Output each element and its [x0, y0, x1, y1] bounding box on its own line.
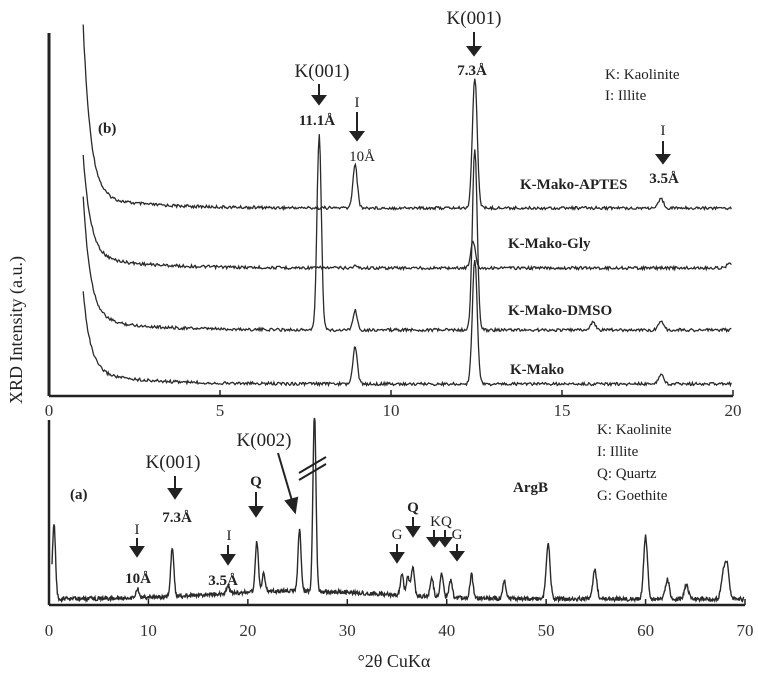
y-axis-title: XRD Intensity (a.u.): [6, 256, 27, 404]
b-arrow-3-icon: [466, 32, 482, 57]
a-arrow-4-icon: [248, 492, 264, 518]
a-ann-kaolinite-title: K(001): [146, 452, 201, 473]
series-label-aptes: K-Mako-APTES: [520, 177, 628, 193]
a-arrow-1-icon: [129, 538, 145, 558]
a-ann-illite-10-title: I: [135, 522, 140, 538]
panel-b: 0 5 10 15 20 (b) K(001) 11.1Å I 10Å K(001) 7…: [6, 8, 742, 420]
a-ann-kaolinite-002: K(002): [237, 430, 292, 451]
a-arrow-7-icon: [405, 517, 421, 538]
panel-a-x-tick-label: 60: [637, 621, 654, 640]
a-arrow-3-icon: [220, 545, 236, 566]
panel-b-x-tick-label: 0: [45, 401, 54, 420]
panel-b-x-tick-label: 5: [216, 401, 225, 420]
panel-b-traces: [82, 24, 732, 388]
panel-a-ticks: 0 10 20 30 40 50 60 70: [45, 599, 754, 640]
panel-b-ticks: 0 5 10 15 20: [45, 390, 742, 420]
a-arrow-6-icon: [389, 544, 405, 564]
b-ann-illite-10-value: 10Å: [349, 149, 375, 165]
panel-a-x-tick-label: 20: [239, 621, 256, 640]
a-ann-goethite-1: G: [392, 527, 403, 543]
x-axis-title: °2θ CuKα: [358, 651, 431, 671]
panel-b-x-tick-label: 20: [725, 401, 742, 420]
b-ann-kaolinite-7-title: K(001): [447, 8, 502, 29]
series-label-gly: K-Mako-Gly: [508, 236, 591, 252]
panel-a-x-tick-label: 10: [140, 621, 157, 640]
panel-b-label: (b): [98, 121, 116, 137]
a-arrow-2-icon: [167, 476, 183, 500]
series-label-dmso: K-Mako-DMSO: [508, 303, 612, 319]
a-ann-goethite-2: G: [452, 527, 463, 543]
b-ann-kaolinite-7-value: 7.3Å: [457, 63, 487, 79]
trace-argb: [51, 417, 745, 604]
panel-a-x-tick-label: 50: [538, 621, 555, 640]
trace-k-mako-dmso: [82, 134, 732, 334]
a-legend-quartz: Q: Quartz: [597, 466, 657, 482]
a-ann-quartz-1: Q: [250, 474, 262, 490]
panel-a-traces: [51, 417, 745, 604]
panel-a-x-tick-label: 0: [45, 621, 54, 640]
trace-k-mako-gly: [82, 154, 732, 272]
panel-a-label: (a): [70, 487, 88, 503]
a-ann-illite-3-value: 3.5Å: [208, 573, 238, 589]
axis-break-icon: [298, 456, 327, 481]
b-arrow-4-icon: [655, 141, 671, 165]
b-ann-illite-3-value: 3.5Å: [649, 171, 679, 187]
panel-a-x-tick-label: 30: [339, 621, 356, 640]
trace-k-mako-aptes: [82, 24, 732, 212]
a-legend-kaolinite: K: Kaolinite: [597, 422, 672, 438]
panel-a-x-tick-label: 70: [737, 621, 754, 640]
a-arrow-5-icon: [277, 452, 299, 515]
a-ann-quartz-2: Q: [407, 500, 419, 516]
b-ann-illite-10-title: I: [355, 95, 360, 111]
panel-a-x-tick-label: 40: [438, 621, 455, 640]
b-legend-illite: I: Illite: [605, 88, 647, 104]
a-legend-illite: I: Illite: [597, 444, 639, 460]
a-arrow-9-icon: [437, 530, 453, 548]
panel-b-x-tick-label: 15: [554, 401, 571, 420]
b-legend-kaolinite: K: Kaolinite: [605, 67, 680, 83]
a-ann-kq: KQ: [430, 514, 452, 530]
a-ann-kaolinite-value: 7.3Å: [162, 510, 192, 526]
a-arrow-8-icon: [426, 530, 442, 548]
panel-a-series-name: ArgB: [513, 480, 548, 496]
panel-a: 0 10 20 30 40 50 60 70 (a) ArgB I 10Å K(001) 7.…: [45, 417, 754, 671]
a-arrow-10-icon: [449, 544, 465, 562]
b-ann-kaolinite-11-title: K(001): [295, 61, 350, 82]
a-ann-illite-10-value: 10Å: [125, 571, 151, 587]
a-ann-illite-3-title: I: [227, 528, 232, 544]
a-legend-goethite: G: Goethite: [597, 488, 668, 504]
b-arrow-2-icon: [349, 112, 365, 142]
series-label-mako: K-Mako: [510, 362, 564, 378]
b-ann-illite-3-title: I: [661, 123, 666, 139]
b-arrow-1-icon: [311, 84, 327, 106]
trace-k-mako: [82, 260, 732, 388]
b-ann-kaolinite-11-value: 11.1Å: [299, 113, 335, 129]
panel-b-x-tick-label: 10: [383, 401, 400, 420]
